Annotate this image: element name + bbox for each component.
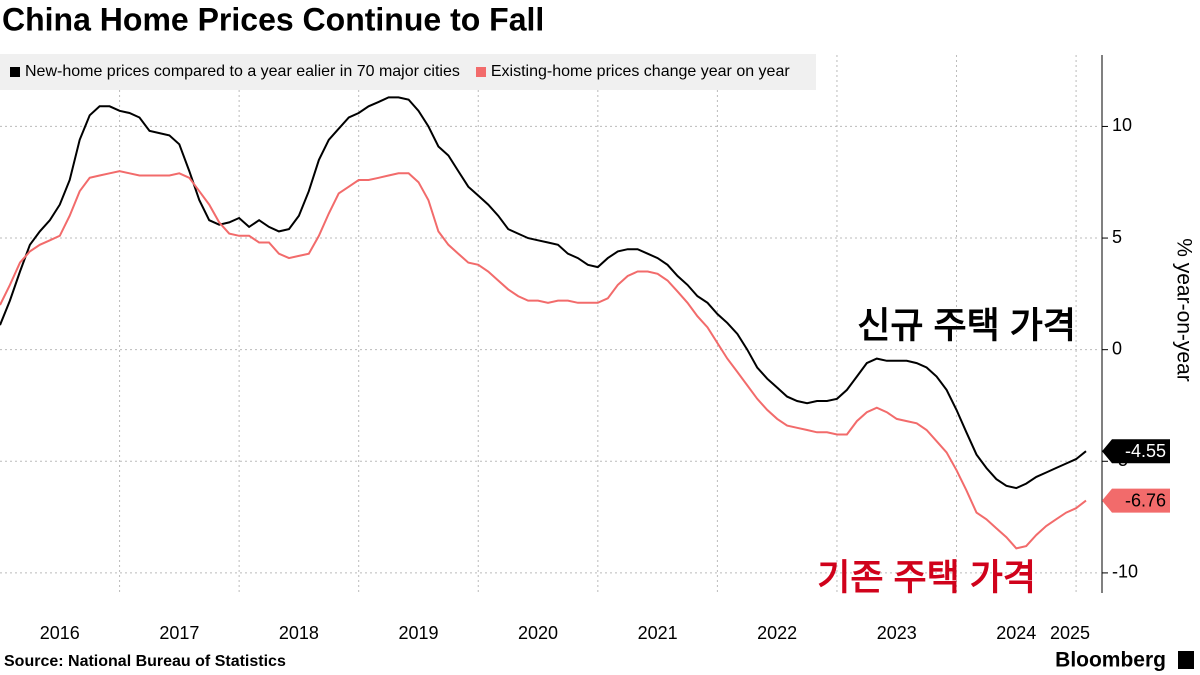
legend: New-home prices compared to a year ealie… [0, 54, 816, 90]
series-line [0, 96, 1087, 490]
source: Source: National Bureau of Statistics [4, 653, 286, 670]
legend-swatch [475, 67, 486, 77]
chart-title: China Home Prices Continue to Fall [2, 1, 544, 37]
legend-label: New-home prices compared to a year ealie… [25, 63, 460, 80]
x-tick-label: 2025 [1050, 623, 1090, 643]
x-tick-label: 2017 [159, 623, 199, 643]
annotation: 기존 주택 가격 [817, 557, 1036, 598]
y-tick-label: 0 [1112, 338, 1122, 358]
x-tick-label: 2022 [757, 623, 797, 643]
x-tick-label: 2023 [877, 623, 917, 643]
y-tick-label: 5 [1112, 227, 1122, 247]
annotation: 신규 주택 가격 [857, 305, 1076, 346]
y-tick-label: -10 [1112, 562, 1138, 582]
y-tick-label: 10 [1112, 115, 1132, 135]
legend-item: New-home prices compared to a year ealie… [10, 63, 460, 81]
y-axis-label: % year-on-year [1172, 238, 1195, 382]
x-tick-label: 2019 [398, 623, 438, 643]
end-label: -6.76 [1125, 490, 1166, 510]
x-tick-label: 2024 [996, 623, 1036, 643]
brand: Bloomberg [1055, 649, 1166, 672]
x-tick-label: 2020 [518, 623, 558, 643]
legend-label: Existing-home prices change year on year [490, 63, 790, 80]
end-label: -4.55 [1125, 441, 1166, 461]
x-tick-label: 2016 [40, 623, 80, 643]
brand-icon [1178, 651, 1194, 669]
series-line [0, 170, 1087, 550]
end-label-box [1102, 439, 1170, 464]
x-tick-label: 2018 [279, 623, 319, 643]
legend-swatch [10, 67, 20, 77]
x-tick-label: 2021 [638, 623, 678, 643]
end-label-box [1102, 488, 1170, 513]
legend-item: Existing-home prices change year on year [475, 63, 790, 81]
